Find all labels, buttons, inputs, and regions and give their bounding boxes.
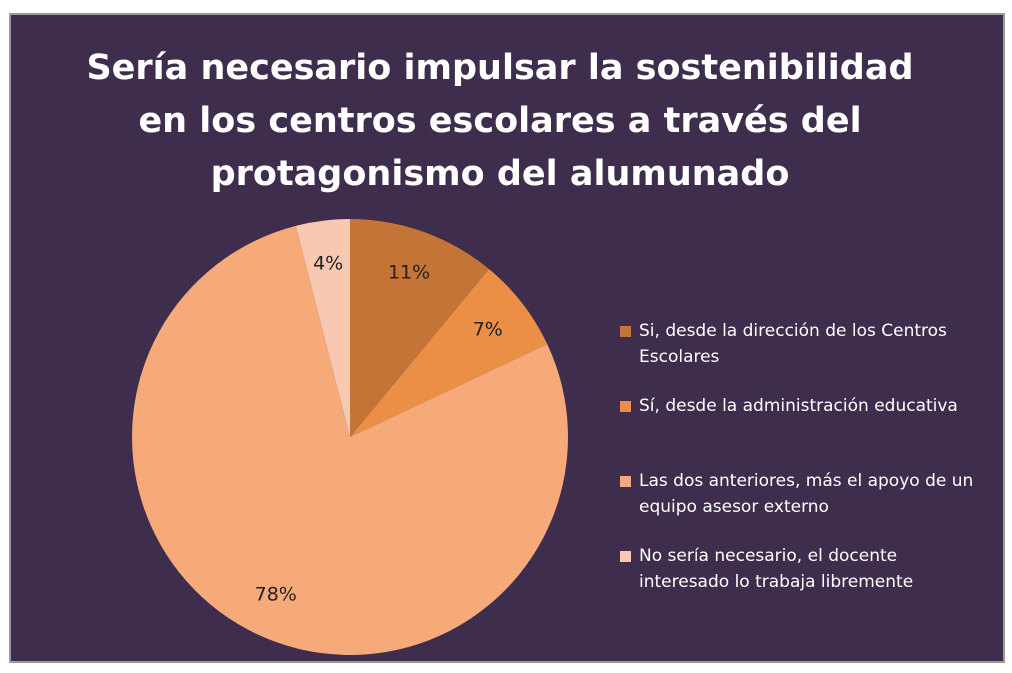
- pie: [132, 219, 569, 655]
- legend-item: Las dos anteriores, más el apoyo de un e…: [620, 468, 990, 543]
- legend-swatch: [620, 401, 631, 412]
- data-label: 7%: [473, 319, 503, 341]
- legend-item: Si, desde la dirección de los Centros Es…: [620, 318, 990, 393]
- pie-slice: [132, 225, 569, 655]
- chart-title: Sería necesario impulsar la sostenibilid…: [86, 48, 914, 194]
- legend-label: Si, desde la dirección de los Centros Es…: [639, 321, 947, 367]
- legend-swatch: [620, 551, 631, 562]
- legend-item: Sí, desde la administración educativa: [620, 393, 990, 468]
- legend-label: Sí, desde la administración educativa: [639, 396, 958, 416]
- data-label: 78%: [255, 583, 297, 605]
- legend-swatch: [620, 326, 631, 337]
- legend: Si, desde la dirección de los Centros Es…: [620, 318, 990, 618]
- pie-slice: [295, 219, 350, 437]
- legend-label: No sería necesario, el docente interesad…: [639, 546, 914, 592]
- legend-swatch: [620, 476, 631, 487]
- pie-slice: [350, 269, 548, 437]
- pie-slice: [350, 219, 489, 437]
- legend-label: Las dos anteriores, más el apoyo de un e…: [639, 471, 974, 517]
- data-label: 11%: [388, 261, 430, 283]
- legend-item: No sería necesario, el docente interesad…: [620, 543, 990, 618]
- data-label: 4%: [313, 252, 343, 274]
